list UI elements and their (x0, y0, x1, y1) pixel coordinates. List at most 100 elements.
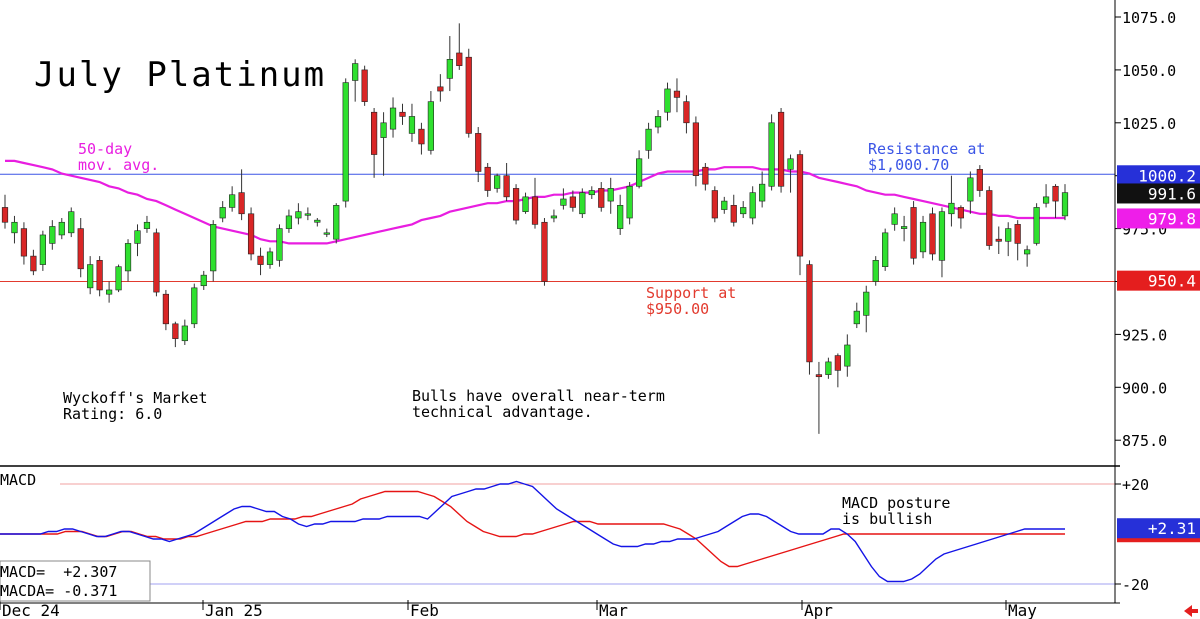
candle-up-body (49, 226, 56, 244)
support-label-line1: Support at (646, 284, 736, 302)
candle (77, 218, 84, 278)
candle-up-body (891, 213, 898, 225)
candle-up-body (389, 107, 397, 130)
candle (30, 249, 37, 276)
candle-down-body (437, 86, 444, 92)
macd-line (0, 480, 1065, 583)
candle (882, 228, 889, 271)
candle-down-body (673, 90, 681, 98)
candle (560, 188, 567, 210)
candle-up-body (938, 211, 946, 261)
candle-up-body (380, 122, 387, 138)
candle-down-body (418, 128, 425, 145)
candle-up-body (427, 101, 434, 151)
candle (389, 97, 397, 138)
candle-up-body (654, 116, 662, 128)
candle (901, 215, 908, 242)
candle (352, 59, 359, 102)
candle-down-body (371, 111, 378, 155)
macd-readout-line1: MACD= +2.307 (0, 563, 117, 581)
candle (636, 150, 643, 189)
candle (134, 224, 141, 257)
candle (219, 201, 226, 223)
candle (986, 186, 993, 250)
candle (967, 171, 974, 214)
candle (834, 353, 841, 388)
candle (579, 188, 586, 219)
x-tick-label: Apr (804, 601, 833, 619)
candle (673, 78, 681, 113)
candle-up-body (1005, 228, 1012, 242)
candle-up-body (115, 266, 122, 291)
candle (569, 190, 576, 212)
candle (948, 175, 955, 227)
candle-up-body (1061, 192, 1069, 217)
candle-up-body (919, 221, 927, 253)
candle-up-body (740, 207, 747, 215)
candle-up-body (304, 213, 311, 216)
macd-panel (0, 480, 1115, 585)
scroll-left-arrow-icon[interactable] (1184, 605, 1198, 617)
candle-down-body (541, 221, 548, 282)
candle-up-body (1033, 207, 1040, 244)
candle-down-body (172, 323, 179, 339)
candle-down-body (806, 264, 813, 363)
candle-down-body (995, 238, 1002, 242)
candle-up-body (181, 325, 188, 342)
candle (247, 207, 255, 261)
price-tick-label: 900.0 (1122, 379, 1167, 397)
x-tick-label: May (1008, 601, 1037, 619)
macd-readout-line2: MACDA= -0.371 (0, 582, 117, 600)
candle (853, 302, 860, 329)
candle (787, 154, 794, 193)
macd-readout-box (0, 560, 151, 602)
candle (512, 184, 520, 225)
candle (598, 182, 605, 212)
candle-down-body (815, 374, 823, 378)
macd-tick-label: -20 (1122, 576, 1149, 594)
candle-up-body (617, 205, 624, 229)
candle (49, 220, 56, 250)
candle-up-body (901, 226, 908, 229)
candle (181, 319, 188, 345)
candle (172, 321, 179, 348)
price-tick-label: 1025.0 (1122, 115, 1176, 133)
candle-up-body (39, 234, 46, 265)
candle-up-body (967, 177, 974, 202)
candle-up-body (768, 122, 775, 187)
candle (106, 281, 113, 303)
candle-down-body (834, 355, 841, 371)
candle (238, 169, 245, 221)
candle-down-body (1, 207, 9, 223)
bulls-label-line2: technical advantage. (412, 403, 593, 421)
candle-up-body (229, 194, 236, 208)
candle-up-body (721, 200, 728, 210)
candle-up-body (664, 88, 671, 113)
candle (617, 194, 624, 235)
candle-up-body (636, 158, 643, 187)
candle-up-body (106, 289, 113, 295)
candle (11, 215, 18, 244)
candle-up-body (560, 198, 567, 206)
price-tick-label: 1050.0 (1122, 62, 1176, 80)
resistance-label-line1: Resistance at (868, 140, 985, 158)
candle-down-body (247, 213, 255, 255)
candle-down-body (711, 190, 718, 219)
candle-up-body (219, 207, 226, 219)
candle (664, 82, 671, 121)
candle-down-body (957, 207, 964, 219)
candle (333, 203, 340, 244)
candle (844, 334, 851, 377)
ma-label-line2: mov. avg. (78, 156, 159, 174)
candle-up-body (825, 361, 832, 375)
price-tag-label: 979.8 (1148, 209, 1196, 228)
candle (295, 203, 302, 225)
candle (891, 207, 898, 231)
candle-down-body (361, 69, 368, 102)
price-tag-label: 991.6 (1148, 184, 1196, 203)
candle (730, 194, 737, 227)
candle (503, 163, 510, 202)
candle-up-body (295, 211, 302, 219)
candle-down-body (683, 101, 690, 124)
candle (626, 182, 633, 225)
